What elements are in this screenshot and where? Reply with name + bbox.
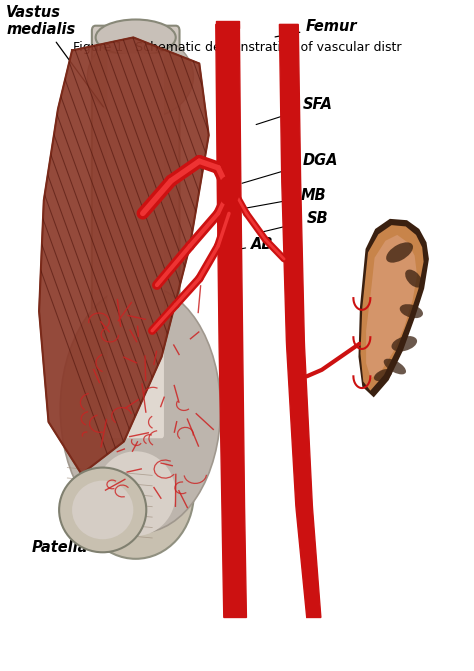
Ellipse shape [386, 242, 413, 262]
Circle shape [219, 176, 239, 205]
Ellipse shape [78, 429, 194, 559]
Text: Figure 1   Schematic demonstration of vascular distr: Figure 1 Schematic demonstration of vasc… [73, 41, 401, 54]
Polygon shape [39, 38, 209, 474]
Polygon shape [279, 24, 321, 617]
Text: MB: MB [237, 189, 326, 209]
Text: DGA: DGA [242, 152, 338, 183]
Polygon shape [216, 24, 246, 617]
Ellipse shape [72, 480, 133, 539]
Ellipse shape [374, 369, 392, 381]
FancyBboxPatch shape [92, 25, 180, 493]
Ellipse shape [405, 270, 422, 288]
Text: SFA: SFA [256, 97, 333, 125]
Ellipse shape [96, 452, 176, 536]
Polygon shape [360, 225, 424, 391]
Ellipse shape [392, 336, 417, 352]
Polygon shape [359, 220, 428, 396]
Text: SB: SB [261, 211, 328, 232]
Ellipse shape [60, 285, 220, 533]
Text: Patella: Patella [32, 512, 100, 556]
Ellipse shape [87, 34, 193, 119]
Ellipse shape [59, 468, 146, 552]
Text: Femur: Femur [275, 19, 357, 37]
Text: Vastus
medialis: Vastus medialis [6, 5, 103, 107]
Ellipse shape [96, 19, 176, 55]
Text: AB: AB [225, 238, 273, 252]
Polygon shape [366, 235, 417, 378]
Ellipse shape [400, 304, 423, 318]
Ellipse shape [383, 359, 406, 374]
FancyBboxPatch shape [108, 54, 164, 438]
